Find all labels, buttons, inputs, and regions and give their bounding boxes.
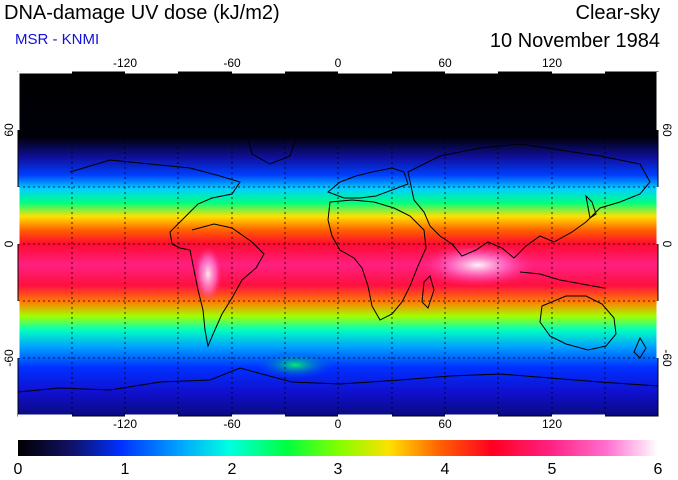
lon-tick-bottom-4: 60 (438, 417, 452, 431)
indonesia-coast (519, 271, 605, 289)
colorbar-tick-1: 1 (121, 461, 130, 478)
colorbar: 0 1 2 3 4 5 6 (14, 440, 663, 478)
lon-tick-bottom-2: -60 (223, 417, 241, 431)
lon-tick-top-2: -60 (223, 56, 241, 70)
madagascar-coast (421, 275, 435, 309)
lon-tick-top-4: 60 (438, 56, 452, 70)
colorbar-tick-6: 6 (654, 461, 663, 478)
lat-tick-left-1: 60 (2, 123, 16, 137)
lat-tick-right-2: 0 (660, 241, 674, 248)
colorbar-tick-2: 2 (228, 461, 237, 478)
sky-condition-label: Clear-sky (575, 2, 660, 24)
colorbar-ramp (18, 440, 658, 456)
lon-tick-bottom-1: -120 (113, 417, 137, 431)
lat-tick-left-2: 0 (2, 240, 16, 247)
colorbar-tick-5: 5 (548, 461, 557, 478)
colorbar-tick-3: 3 (334, 461, 343, 478)
south-america-coast (189, 223, 265, 348)
europe-coast (327, 167, 409, 199)
map-title: DNA-damage UV dose (kJ/m2) (4, 2, 280, 24)
lon-tick-bottom-3: 0 (335, 417, 342, 431)
asia-coast (407, 143, 651, 259)
lon-tick-top-1: -120 (113, 56, 137, 70)
australia-coast (539, 295, 617, 351)
frame-ticks (16, 70, 660, 418)
africa-coast (327, 199, 427, 321)
greenland-coast (245, 127, 297, 165)
lon-tick-top-5: 120 (542, 56, 562, 70)
lat-tick-left-3: -60 (2, 349, 16, 367)
antarctica-coast (18, 367, 658, 393)
japan-coast (585, 194, 597, 219)
lon-tick-bottom-5: 120 (542, 417, 562, 431)
lat-tick-right-1: 60 (660, 123, 674, 137)
lon-tick-top-3: 0 (335, 56, 342, 70)
institution-label: MSR - KNMI (15, 31, 100, 48)
coastlines (18, 127, 658, 393)
north-america-coast (69, 159, 241, 251)
uv-dose-map: -120 -60 0 60 120 -120 -60 0 60 120 60 0… (2, 56, 674, 431)
date-label: 10 November 1984 (489, 30, 660, 52)
lat-tick-right-3: -60 (660, 349, 674, 367)
colorbar-tick-4: 4 (441, 461, 450, 478)
graticule (18, 72, 658, 416)
colorbar-tick-0: 0 (14, 461, 23, 478)
